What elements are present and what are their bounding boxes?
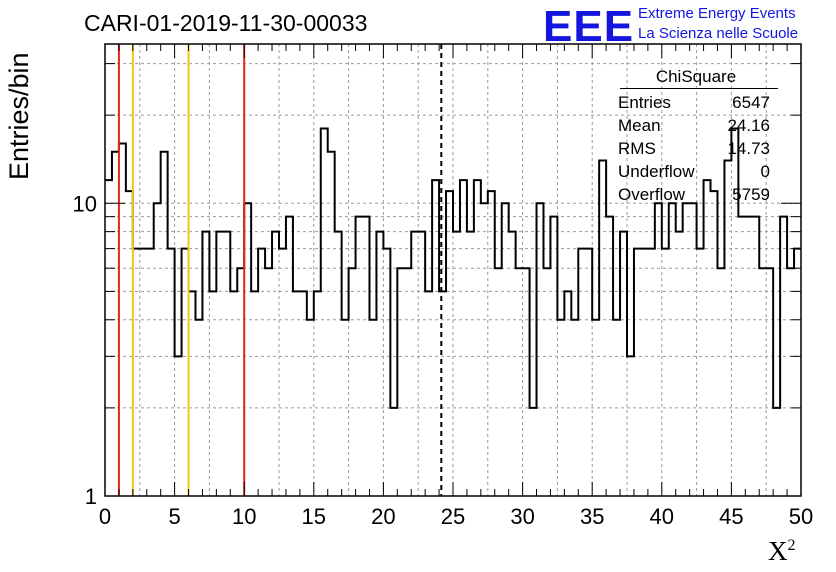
stats-row-entries: Entries 6547: [612, 91, 780, 114]
y-tick-label: 10: [73, 191, 97, 216]
stats-row-rms: RMS 14.73: [612, 137, 780, 160]
y-tick-label: 1: [85, 484, 97, 509]
x-tick-label: 25: [441, 504, 465, 529]
org-name-line1: Extreme Energy Events: [638, 5, 796, 22]
stats-row-overflow: Overflow 5759: [612, 183, 780, 206]
stats-value: 0: [760, 162, 770, 181]
x-axis-label-text: X: [768, 536, 788, 566]
stats-row-mean: Mean 24.16: [612, 114, 780, 137]
y-tick-labels: 1 10: [73, 191, 97, 509]
histogram-series: [105, 127, 801, 409]
x-axis-label: X2: [768, 536, 796, 567]
x-tick-label: 40: [650, 504, 674, 529]
stats-label: Underflow: [618, 162, 695, 181]
x-tick-label: 50: [789, 504, 813, 529]
x-tick-label: 0: [99, 504, 111, 529]
plot-frame: [104, 43, 802, 497]
stats-divider: [620, 88, 778, 89]
stats-label: Overflow: [618, 185, 686, 204]
stats-row-underflow: Underflow 0: [612, 160, 780, 183]
stats-label: RMS: [618, 139, 656, 158]
stats-title: ChiSquare: [655, 67, 737, 86]
stats-label: Entries: [618, 93, 671, 112]
x-tick-label: 10: [232, 504, 256, 529]
x-tick-labels: 0 5 10 15 20 25 30 35 40 45 50: [99, 504, 813, 529]
x-tick-label: 35: [580, 504, 604, 529]
stats-box: ChiSquare Entries 6547 Mean 24.16 RMS 14.73…: [612, 66, 780, 206]
x-tick-label: 5: [168, 504, 180, 529]
stats-label: Mean: [618, 116, 661, 135]
org-name-line2: La Scienza nelle Scuole: [638, 25, 799, 42]
x-axis-label-superscript: 2: [787, 537, 796, 554]
stats-value: 6547: [732, 93, 770, 112]
x-tick-label: 45: [719, 504, 743, 529]
x-tick-label: 20: [371, 504, 395, 529]
stats-value: 24.16: [727, 116, 770, 135]
stats-value: 14.73: [727, 139, 770, 158]
y-axis-label: Entries/bin: [4, 52, 34, 180]
stats-value: 5759: [732, 185, 770, 204]
eee-logo: EEE: [543, 2, 635, 51]
x-tick-label: 15: [302, 504, 326, 529]
x-tick-label: 30: [510, 504, 534, 529]
histogram-layer: [105, 127, 801, 409]
marker-lines-layer: [117, 44, 443, 496]
chart-title: CARI-01-2019-11-30-00033: [84, 10, 368, 36]
